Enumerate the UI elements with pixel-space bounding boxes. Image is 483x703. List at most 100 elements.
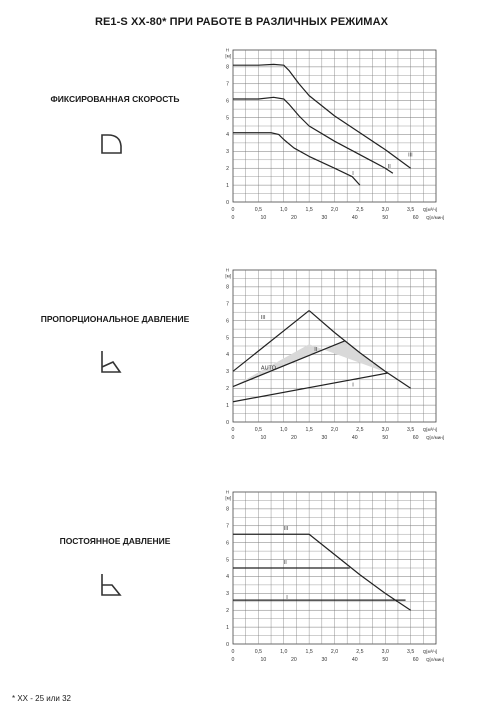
x2-tick-label: 20 <box>291 435 297 441</box>
x1-tick-label: 0 <box>232 207 235 213</box>
x2-tick-label: 30 <box>321 435 327 441</box>
x2-tick-label: 50 <box>382 215 388 221</box>
y-tick-label: 8 <box>226 507 229 513</box>
y-tick-label: 1 <box>226 403 229 409</box>
series-line-i <box>232 372 388 403</box>
x1-tick-label: 2,0 <box>331 427 338 433</box>
y-tick-label: 1 <box>226 183 229 189</box>
x2-tick-label: 20 <box>291 657 297 663</box>
x1-tick-label: 0,5 <box>255 207 262 213</box>
series-label-iii: III <box>261 315 266 321</box>
x1-tick-label: 1,0 <box>280 427 287 433</box>
x2-tick-label: 50 <box>382 657 388 663</box>
x1-tick-label: 0,5 <box>255 649 262 655</box>
series-label-i: I <box>286 595 288 601</box>
fixed-speed-icon <box>101 134 122 154</box>
y-tick-label: 8 <box>226 65 229 71</box>
x1-tick-label: 2,0 <box>331 649 338 655</box>
y-tick-label: 6 <box>226 98 229 104</box>
y-tick-label: 5 <box>226 115 229 121</box>
x2-tick-label: 60 <box>413 215 419 221</box>
series-label-ii: II <box>388 164 392 170</box>
series-label-ii: II <box>314 347 318 353</box>
y-tick-label: 0 <box>226 642 229 648</box>
y-tick-label: 4 <box>226 352 229 358</box>
y-unit-label: H <box>226 48 229 53</box>
x1-tick-label: 3,0 <box>382 649 389 655</box>
x2-tick-label: 10 <box>261 657 267 663</box>
series-label-i: I <box>352 383 354 389</box>
x1-tick-label: 1,5 <box>306 427 313 433</box>
x1-unit-label: Q[м³/ч] <box>423 207 437 212</box>
y-tick-label: 3 <box>226 369 229 375</box>
chart-proportional-pressure: 0 1 2 3 4 5 6 7 8 H[м] 0 0,5 1,0 1,5 2,0 2,5 3,0 3,5 Q[м³/… <box>225 268 444 442</box>
x2-tick-label: 0 <box>232 435 235 441</box>
series-label-ii: II <box>284 560 288 566</box>
series-line-iii <box>232 310 310 372</box>
x2-tick-label: 0 <box>232 215 235 221</box>
x2-tick-label: 40 <box>352 215 358 221</box>
mode-label-fixed-speed: ФИКСИРОВАННАЯ СКОРОСТЬ <box>50 94 180 104</box>
y-unit-label: H <box>226 268 229 273</box>
y-tick-label: 4 <box>226 132 229 138</box>
y-tick-label: 6 <box>226 318 229 324</box>
x1-tick-label: 3,5 <box>407 649 414 655</box>
x1-tick-label: 3,0 <box>382 207 389 213</box>
y-tick-label: 7 <box>226 302 229 308</box>
mode-label-proportional-pressure: ПРОПОРЦИОНАЛЬНОЕ ДАВЛЕНИЕ <box>40 314 190 324</box>
x2-tick-label: 50 <box>382 435 388 441</box>
series-line-ii <box>232 340 345 388</box>
y-tick-label: 6 <box>226 540 229 546</box>
y-unit-label: [м] <box>225 274 231 279</box>
x2-tick-label: 60 <box>413 657 419 663</box>
x1-tick-label: 3,0 <box>382 427 389 433</box>
series-line-ii <box>233 96 394 174</box>
x1-tick-label: 3,5 <box>407 207 414 213</box>
x1-unit-label: Q[м³/ч] <box>423 649 437 654</box>
x2-unit-label: Q[л/мин] <box>426 215 444 220</box>
y-tick-label: 5 <box>226 557 229 563</box>
max-curve <box>308 310 411 389</box>
y-tick-label: 1 <box>226 625 229 631</box>
constant-pressure-icon <box>101 574 122 596</box>
series-line-iii <box>233 63 411 169</box>
x2-tick-label: 20 <box>291 215 297 221</box>
auto-area-label: AUTO <box>261 366 277 372</box>
series-label-iii: III <box>408 152 413 158</box>
y-tick-label: 4 <box>226 574 229 580</box>
y-tick-label: 0 <box>226 420 229 426</box>
y-tick-label: 3 <box>226 149 229 155</box>
x2-tick-label: 30 <box>321 657 327 663</box>
x1-tick-label: 3,5 <box>407 427 414 433</box>
x2-unit-label: Q[л/мин] <box>426 657 444 662</box>
chart-constant-pressure: 0 1 2 3 4 5 6 7 8 H[м] 0 0,5 1,0 1,5 2,0 2,5 3,0 3,5 Q[м³/… <box>225 490 444 664</box>
x2-tick-label: 10 <box>261 435 267 441</box>
x1-tick-label: 0 <box>232 427 235 433</box>
x2-tick-label: 40 <box>352 657 358 663</box>
y-tick-label: 2 <box>226 166 229 172</box>
y-tick-label: 7 <box>226 82 229 88</box>
x1-tick-label: 1,0 <box>280 207 287 213</box>
y-unit-label: [м] <box>225 54 231 59</box>
y-unit-label: [м] <box>225 496 231 501</box>
y-tick-label: 3 <box>226 591 229 597</box>
x1-tick-label: 2,5 <box>356 427 363 433</box>
y-unit-label: H <box>226 490 229 495</box>
page-title: RE1-S XX-80* ПРИ РАБОТЕ В РАЗЛИЧНЫХ РЕЖИ… <box>94 16 389 28</box>
series-line-i <box>233 132 361 186</box>
y-tick-label: 2 <box>226 386 229 392</box>
x1-tick-label: 2,0 <box>331 207 338 213</box>
y-tick-label: 5 <box>226 335 229 341</box>
x1-tick-label: 2,5 <box>356 649 363 655</box>
y-tick-label: 2 <box>226 608 229 614</box>
x1-tick-label: 2,5 <box>356 207 363 213</box>
series-line-iii <box>233 533 411 611</box>
footnote: * XX - 25 или 32 <box>12 694 71 703</box>
x1-unit-label: Q[м³/ч] <box>423 427 437 432</box>
auto-area <box>233 340 388 387</box>
mode-label-constant-pressure: ПОСТОЯННОЕ ДАВЛЕНИЕ <box>59 536 171 546</box>
proportional-pressure-icon <box>101 351 122 373</box>
y-tick-label: 8 <box>226 285 229 291</box>
x1-tick-label: 0,5 <box>255 427 262 433</box>
x2-unit-label: Q[л/мин] <box>426 435 444 440</box>
